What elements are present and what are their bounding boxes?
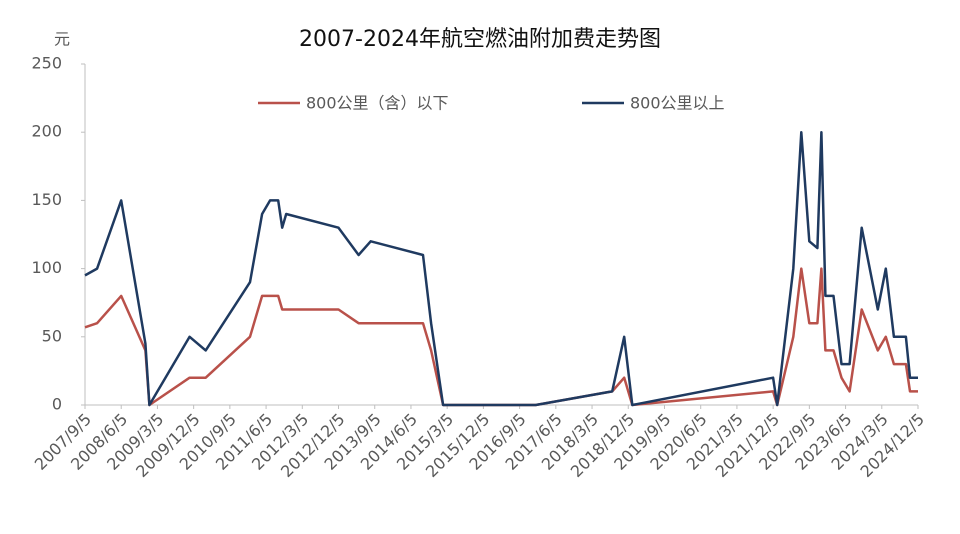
legend-label: 800公里以上	[630, 94, 725, 113]
series-line	[84, 130, 918, 407]
y-tick-label: 50	[42, 326, 62, 345]
legend-label: 800公里（含）以下	[306, 94, 449, 113]
y-axis-label: 元	[54, 30, 70, 49]
y-tick-label: 250	[31, 54, 62, 73]
y-tick-label: 0	[52, 395, 62, 414]
y-tick-label: 150	[31, 190, 62, 209]
chart-title: 2007-2024年航空燃油附加费走势图	[299, 27, 661, 52]
series-line	[84, 267, 918, 407]
y-tick-label: 100	[31, 258, 62, 277]
y-tick-label: 200	[31, 122, 62, 141]
